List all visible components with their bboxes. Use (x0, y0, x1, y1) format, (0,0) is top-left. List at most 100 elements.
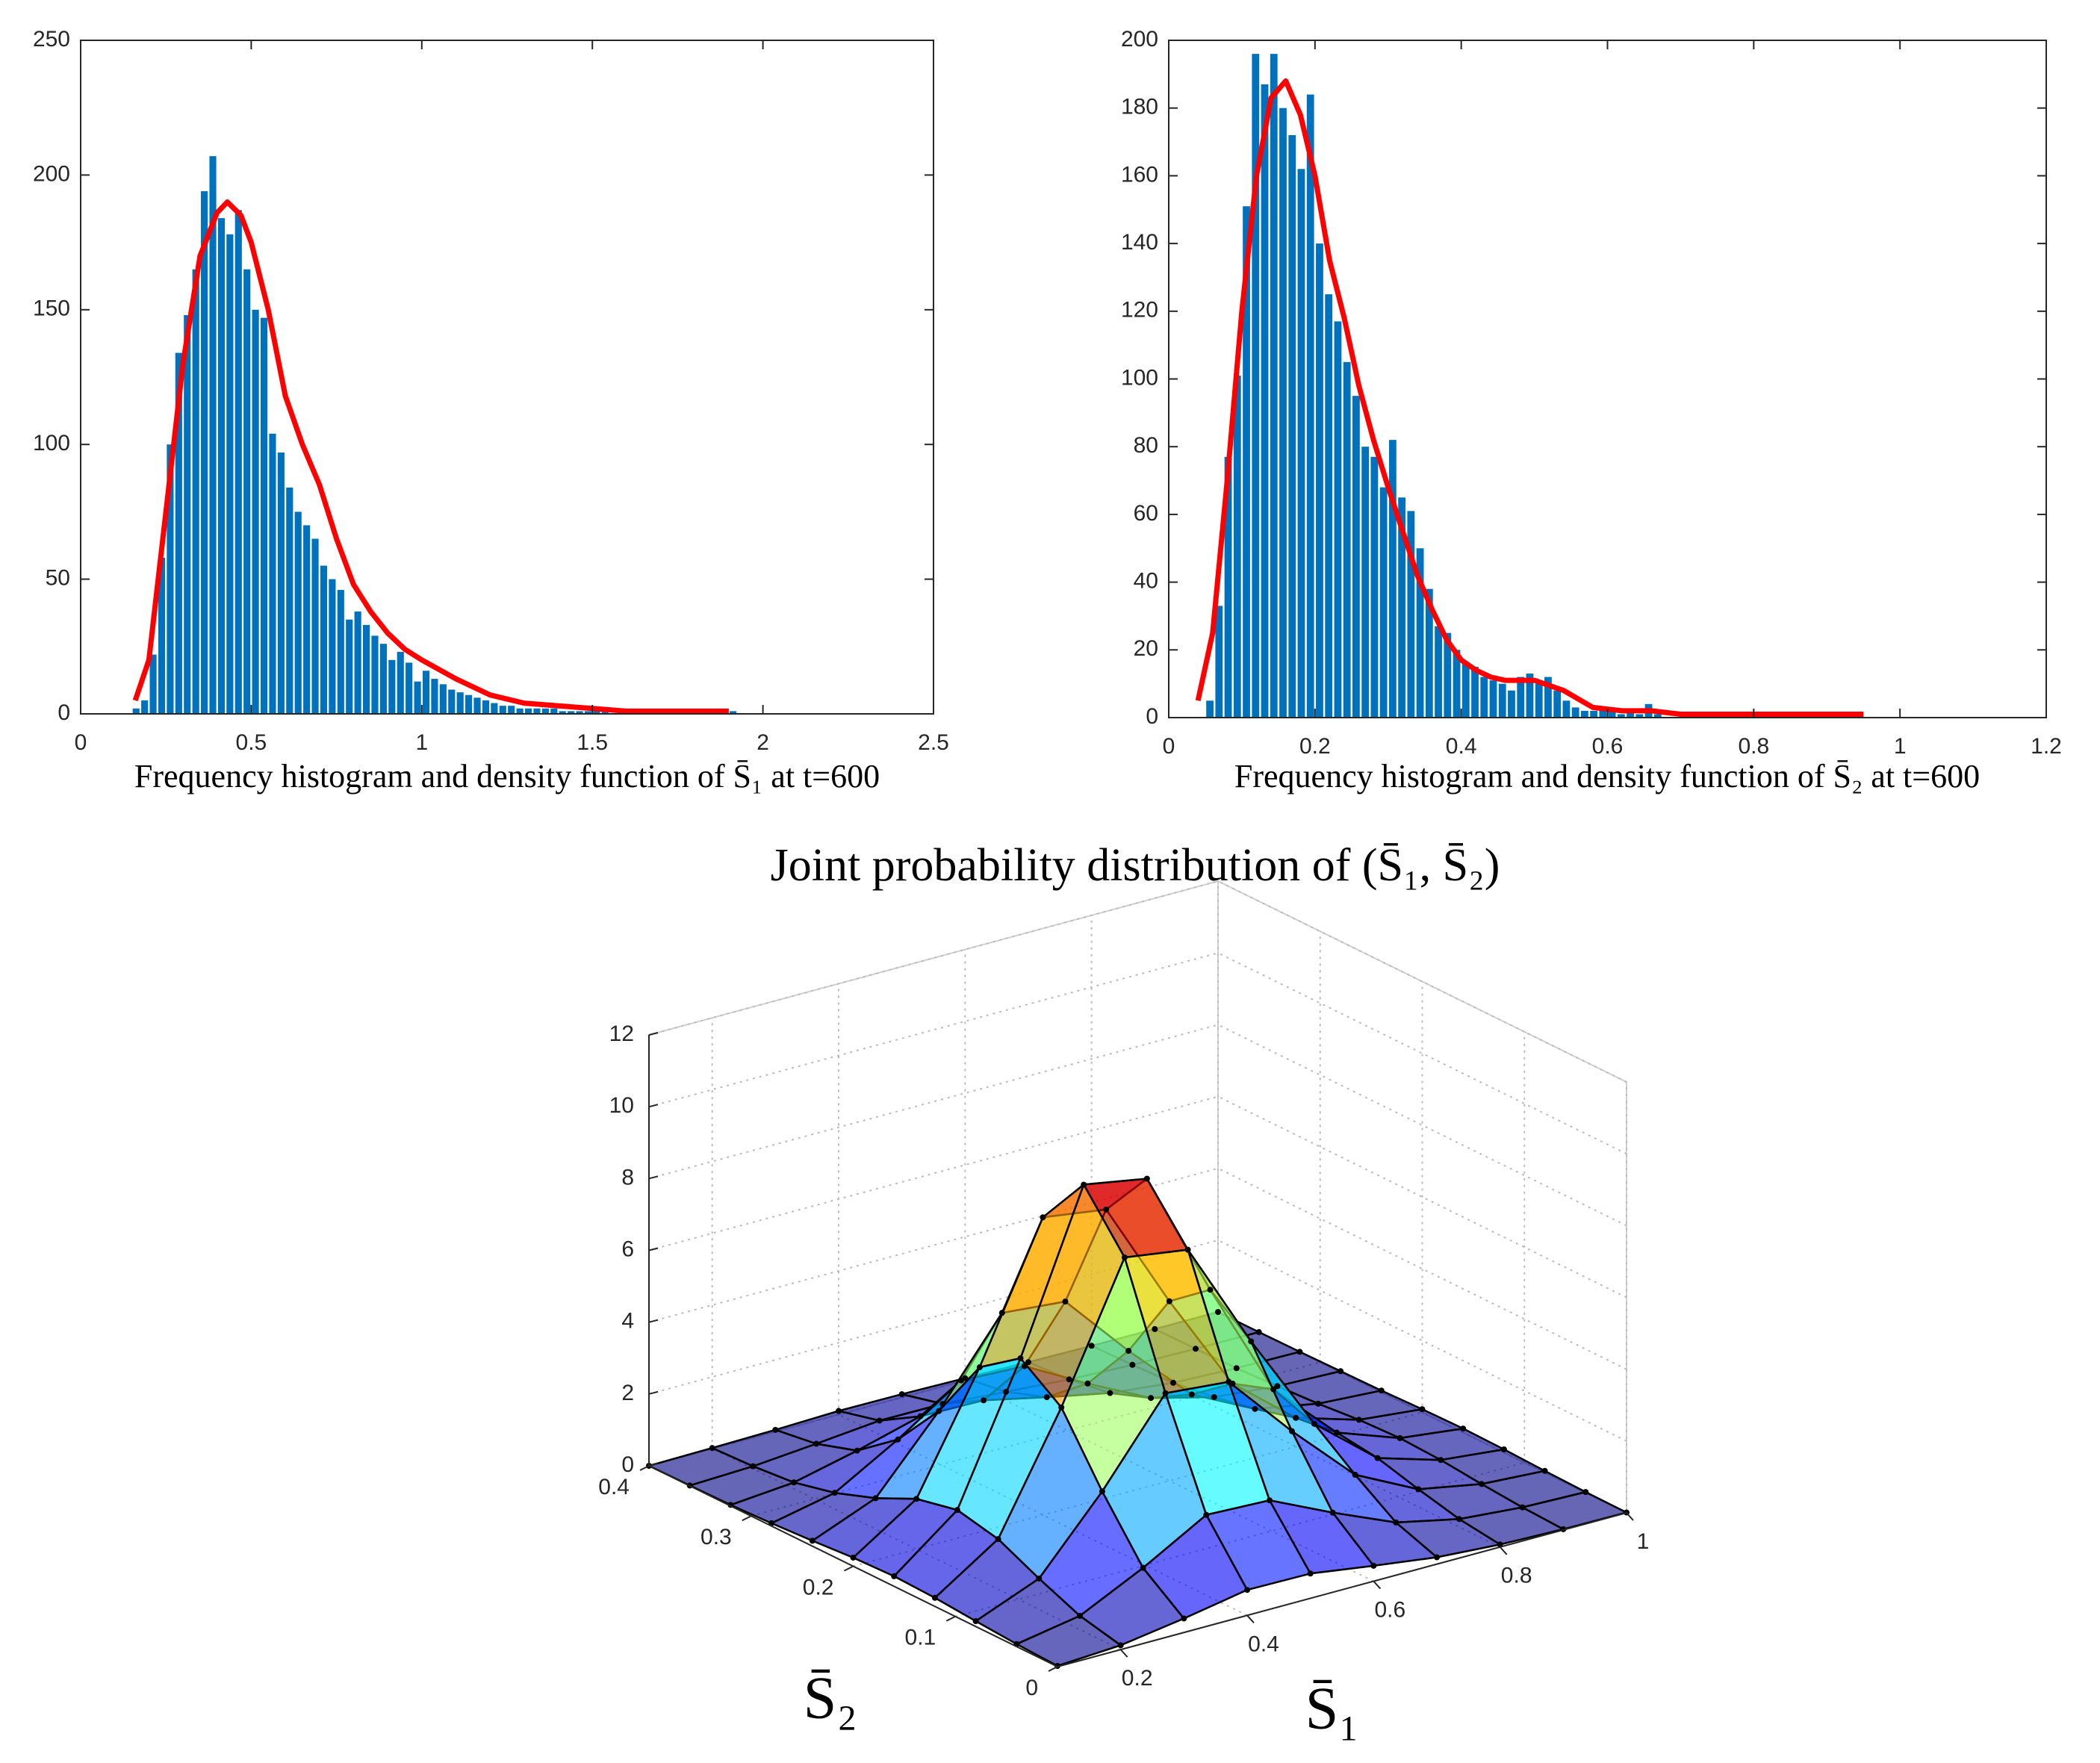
bar (1508, 690, 1515, 718)
surface-point (876, 1417, 883, 1424)
bar (269, 433, 276, 714)
bar (192, 269, 199, 714)
bar (209, 156, 217, 715)
bar (1288, 134, 1296, 718)
bar (217, 218, 225, 714)
surface-point (931, 1594, 938, 1601)
bar (508, 706, 515, 714)
bar (1571, 707, 1579, 718)
surface-point (809, 1537, 816, 1544)
x-tick-label: 0.4 (1248, 1632, 1279, 1656)
y-tick-label: 0.2 (803, 1575, 834, 1599)
bar (1544, 677, 1552, 718)
bar (1627, 710, 1634, 718)
y-tick-label: 200 (33, 161, 70, 186)
bar (1553, 690, 1562, 718)
surface-point (1248, 1338, 1255, 1345)
y-tick-label: 0 (1146, 704, 1158, 729)
bar (533, 708, 541, 714)
grid-line (1217, 1167, 1627, 1370)
grid-line (1217, 1024, 1627, 1227)
x-tick-label: 2 (757, 730, 769, 755)
surface-point (1036, 1575, 1043, 1582)
surface-point (954, 1507, 960, 1514)
x-tick (1373, 1580, 1382, 1590)
grid-line (648, 952, 1219, 1108)
y-axis-label: S̄₂ (804, 1665, 857, 1731)
density-line (132, 199, 729, 714)
bar (1416, 548, 1424, 718)
surface-point (1058, 1404, 1065, 1411)
y-tick-label: 100 (1121, 365, 1158, 390)
bar (456, 692, 464, 714)
grid-line (1217, 952, 1627, 1155)
bar (1489, 680, 1497, 718)
bar (465, 694, 473, 714)
bar (1653, 714, 1662, 718)
bar (1425, 588, 1433, 718)
surface-point (898, 1391, 905, 1398)
surface-point (1076, 1612, 1083, 1619)
bar (1599, 710, 1607, 718)
bar (388, 659, 396, 714)
bar (363, 624, 370, 714)
y-tick-label: 80 (1134, 433, 1158, 458)
surface-point (1244, 1587, 1250, 1593)
bar (1407, 511, 1415, 718)
y-tick-label: 100 (33, 431, 70, 455)
bar (1325, 294, 1333, 718)
bar (730, 711, 737, 714)
bar (1398, 497, 1406, 718)
surface-point (1017, 1355, 1024, 1361)
x-tick-label: 0 (1163, 734, 1175, 759)
surface-title: Joint probability distribution of (S̄₁, … (771, 840, 1500, 891)
surface-point (917, 1413, 924, 1420)
surface-point (1456, 1516, 1462, 1523)
surface-point (1103, 1206, 1110, 1213)
x-axis-label: S̄₁ (1305, 1676, 1359, 1741)
surface-point (1084, 1380, 1091, 1387)
surface-point (1378, 1387, 1385, 1394)
z-tick (648, 1175, 659, 1180)
bar (1352, 396, 1360, 718)
z-tick-label: 4 (621, 1309, 634, 1334)
bar (541, 708, 549, 714)
surface-point (1117, 1642, 1124, 1649)
bar (1562, 700, 1571, 718)
x-tick-label: 0 (75, 730, 87, 755)
axis-line (1057, 1512, 1627, 1667)
bar (1343, 361, 1351, 718)
surface-point (750, 1463, 757, 1470)
y-tick (945, 1615, 956, 1622)
bar (482, 700, 490, 714)
surface-point (1099, 1488, 1105, 1495)
surface-point (1370, 1562, 1377, 1569)
surface-point (939, 1401, 946, 1408)
surface-point (891, 1573, 898, 1579)
surface-point (1252, 1405, 1258, 1412)
surface-point (1188, 1391, 1195, 1398)
y-tick-label: 140 (1121, 230, 1158, 255)
bar (234, 210, 242, 715)
bar (201, 191, 208, 715)
surface-point (1062, 1298, 1069, 1305)
x-tick-label: 1 (415, 730, 428, 755)
surface-point (1415, 1486, 1422, 1493)
bar (337, 590, 344, 714)
bar (524, 708, 532, 714)
bar (294, 512, 302, 714)
surface-point (1355, 1417, 1362, 1423)
y-tick (1048, 1666, 1058, 1672)
bar (593, 711, 600, 714)
x-tick-label: 1.5 (577, 730, 608, 755)
z-tick (648, 1032, 659, 1036)
surface-point (962, 1375, 969, 1381)
surface-point (709, 1445, 715, 1452)
z-tick (648, 1319, 659, 1323)
surface-point (1025, 1359, 1031, 1366)
z-tick (648, 1390, 659, 1395)
bar (1444, 632, 1452, 718)
surface-point (976, 1364, 983, 1371)
bar (1608, 710, 1616, 718)
